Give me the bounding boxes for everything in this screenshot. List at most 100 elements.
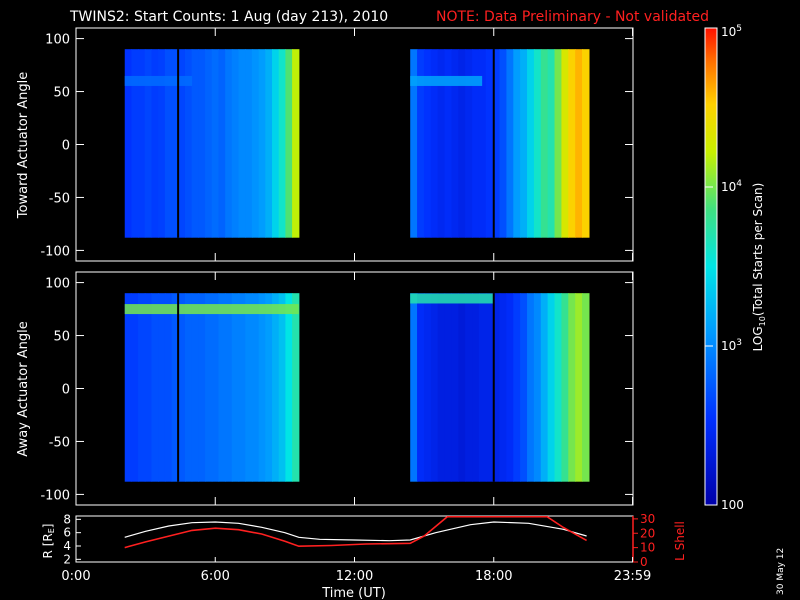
toward-heat-column (527, 49, 535, 238)
toward-heat-column (465, 49, 473, 238)
away-heat-column (547, 293, 556, 482)
away-enhancement-band (410, 293, 494, 304)
away-heat-column (245, 293, 253, 482)
away-heat-column (520, 293, 528, 482)
time-tick-label: 6:00 (201, 569, 230, 584)
away-heat-column (492, 293, 501, 482)
plot-note: NOTE: Data Preliminary - Not validated (436, 9, 709, 25)
away-heat-column (198, 293, 206, 482)
toward-heat-column (171, 49, 179, 238)
colorbar-tick-label: 103 (721, 338, 742, 353)
orbit-ytick-left-label: 4 (63, 539, 71, 553)
away-heat-column (184, 293, 193, 482)
colorbar: 105 104 103 100 LOG10(Total Starts per Scan… (704, 24, 767, 512)
toward-heat-column (478, 49, 487, 238)
toward-heat-column (191, 49, 199, 238)
away-heat-column (138, 293, 146, 482)
away-heat-column (164, 293, 173, 482)
toward-heat-column (554, 49, 563, 238)
toward-ylabel: Toward Actuator Angle (16, 72, 31, 219)
away-heat-column (258, 293, 266, 482)
away-heat-column (582, 293, 590, 482)
away-heat-column (451, 293, 459, 482)
orbit-ytick-left-label: 2 (63, 552, 71, 566)
toward-ytick-label: 100 (45, 33, 70, 48)
toward-heat-column (444, 49, 453, 238)
away-ytick-label: -100 (40, 488, 70, 503)
away-heat-column (472, 293, 480, 482)
away-heat-column (285, 293, 293, 482)
toward-heat-column (231, 49, 240, 238)
away-ytick-label: -50 (49, 435, 70, 450)
toward-heat-column (472, 49, 480, 238)
toward-heat-column (198, 49, 206, 238)
away-heat-column (527, 293, 535, 482)
toward-heat-column (520, 49, 528, 238)
away-heat-column (265, 293, 273, 482)
orbit-ylabel-left: R [RE] (41, 524, 56, 559)
away-heat-column (171, 293, 179, 482)
toward-enhancement-band (124, 75, 193, 86)
toward-heat-column (258, 49, 266, 238)
orbit-ytick-right-label: 30 (640, 512, 655, 526)
colorbar-tick-label: 104 (721, 179, 742, 194)
away-heat-column (410, 293, 418, 482)
away-heat-column (423, 293, 432, 482)
away-heat-column (178, 293, 186, 482)
orbit-ylabel-right: L Shell (673, 521, 687, 561)
toward-heat-column (547, 49, 556, 238)
toward-heat-column (225, 49, 233, 238)
date-stamp: 30 May 12 (776, 548, 786, 595)
toward-heat-column (540, 49, 549, 238)
away-heat-column (158, 293, 166, 482)
toward-heat-column (265, 49, 273, 238)
time-tick-label: 0:00 (61, 569, 90, 584)
away-ytick-label: 50 (53, 330, 70, 345)
away-heat-column (278, 293, 287, 482)
away-enhancement-band (124, 304, 299, 315)
away-heat-column (218, 293, 226, 482)
away-heat-column (191, 293, 199, 482)
away-heat-column (554, 293, 563, 482)
toward-heat-column (238, 49, 246, 238)
away-heat-column (225, 293, 233, 482)
toward-heat-column (292, 49, 300, 238)
away-heat-column (151, 293, 159, 482)
away-heat-column (437, 293, 446, 482)
away-heat-column (292, 293, 300, 482)
toward-heat-column (131, 49, 139, 238)
time-tick-label: 23:59 (614, 569, 651, 584)
orbit-ytick-right-label: 0 (640, 555, 648, 569)
toward-ytick-label: -100 (40, 244, 70, 259)
toward-enhancement-band (410, 75, 483, 86)
toward-heat-column (158, 49, 166, 238)
toward-heat-column (205, 49, 213, 238)
away-heat-column (458, 293, 466, 482)
toward-ytick-label: 50 (53, 86, 70, 101)
away-heat-column (430, 293, 439, 482)
away-heat-column (231, 293, 240, 482)
toward-heat-column (575, 49, 583, 238)
away-heat-column (205, 293, 213, 482)
time-tick-label: 18:00 (475, 569, 512, 584)
away-heat-column (513, 293, 521, 482)
away-heat-column (211, 293, 220, 482)
l-shell-line (124, 516, 587, 549)
toward-heat-column (582, 49, 590, 238)
away-heat-column (144, 293, 153, 482)
toward-heat-column (506, 49, 514, 238)
toward-heat-column (184, 49, 193, 238)
toward-ytick-label: -50 (49, 191, 70, 206)
away-heat-column (485, 293, 494, 482)
time-tick-label: 12:00 (336, 569, 373, 584)
away-ytick-label: 0 (62, 383, 70, 398)
away-heat-column (444, 293, 453, 482)
away-heat-column (272, 293, 280, 482)
toward-heat-column (513, 49, 521, 238)
orbit-ytick-left-label: 8 (63, 512, 71, 526)
toward-heat-column (423, 49, 432, 238)
away-ylabel: Away Actuator Angle (16, 321, 31, 456)
toward-heat-column (164, 49, 173, 238)
toward-heat-column (251, 49, 260, 238)
